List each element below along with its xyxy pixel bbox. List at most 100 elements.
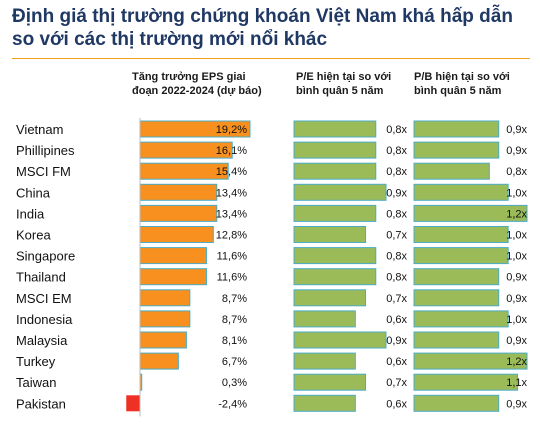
pe-bar <box>293 310 356 328</box>
pb-value-label: 0,9x <box>506 145 527 157</box>
pb-value-label: 0,8x <box>506 166 527 178</box>
country-label: Singapore <box>16 249 75 264</box>
pe-bar <box>293 162 377 180</box>
pb-bar <box>413 204 528 222</box>
eps-value-label: 0,3% <box>222 377 247 389</box>
eps-bar <box>139 310 191 328</box>
pe-bar <box>293 373 367 391</box>
pe-bar <box>293 183 387 201</box>
country-label: India <box>16 206 45 221</box>
country-label: Phillipines <box>16 143 75 158</box>
eps-value-label: 13,4% <box>216 208 247 220</box>
eps-value-label: 11,6% <box>217 272 248 284</box>
eps-value-label: 8,7% <box>222 314 247 326</box>
eps-bar <box>139 352 179 370</box>
eps-bar <box>139 331 187 349</box>
pe-value-label: 0,8x <box>386 208 407 220</box>
eps-column-header: Tăng trưởng EPS giai đoạn 2022-2024 (dự … <box>132 71 262 97</box>
country-label: China <box>16 185 51 200</box>
pb-value-label: 1,2x <box>506 208 527 220</box>
pb-column-header: P/B hiện tại so với bình quân 5 năm <box>414 71 510 97</box>
pb-value-label: 1,0x <box>506 187 527 199</box>
eps-bar <box>139 226 214 243</box>
country-label: MSCI EM <box>16 291 72 306</box>
eps-value-label: 13,4% <box>216 187 247 199</box>
pb-value-label: 1,0x <box>506 230 527 242</box>
country-label: Indonesia <box>16 312 73 327</box>
pb-bar <box>413 289 500 307</box>
eps-bar <box>126 395 140 412</box>
pe-bar <box>293 204 377 222</box>
pb-value-label: 0,9x <box>506 272 527 284</box>
pe-bar <box>293 141 377 159</box>
eps-bar <box>139 183 218 201</box>
chart-title: Định giá thị trường chứng khoán Việt Nam… <box>12 6 513 50</box>
pb-value-label: 1,0x <box>506 251 527 263</box>
pb-bar <box>413 268 500 286</box>
pb-bar <box>413 183 509 201</box>
pb-bar <box>413 120 500 138</box>
eps-bar <box>139 268 207 286</box>
eps-value-label: 12,8% <box>216 230 247 242</box>
eps-value-label: 11,6% <box>217 251 248 263</box>
country-label: Pakistan <box>16 396 66 411</box>
pb-bar <box>413 247 509 265</box>
eps-bar <box>139 289 191 307</box>
pb-bar <box>413 141 500 159</box>
pe-bar <box>293 289 367 307</box>
pe-bar <box>293 352 356 370</box>
title-divider <box>12 58 530 59</box>
pe-value-label: 0,6x <box>386 314 407 326</box>
eps-bar <box>139 247 207 265</box>
pe-value-label: 0,8x <box>386 272 407 284</box>
country-label: Korea <box>16 228 51 243</box>
eps-value-label: 15,4% <box>216 166 247 178</box>
eps-value-label: 8,1% <box>222 335 247 347</box>
pb-value-label: 0,9x <box>506 124 527 136</box>
pb-value-label: 1,2x <box>506 356 527 368</box>
pb-bar <box>413 162 490 180</box>
pe-bar <box>293 331 387 349</box>
pe-value-label: 0,7x <box>386 377 407 389</box>
pe-bar <box>293 268 377 286</box>
pe-bar <box>293 120 377 138</box>
pb-value-label: 1,0x <box>506 314 527 326</box>
eps-value-label: -2,4% <box>218 398 247 410</box>
country-label: MSCI FM <box>16 164 71 179</box>
eps-value-label: 16,1% <box>216 145 247 157</box>
eps-value-label: 6,7% <box>222 356 247 368</box>
pe-bar <box>293 226 367 243</box>
pe-value-label: 0,8x <box>386 124 407 136</box>
pb-value-label: 0,9x <box>506 293 527 305</box>
pe-value-label: 0,8x <box>386 166 407 178</box>
pb-bar <box>413 331 500 349</box>
pe-value-label: 0,6x <box>386 356 407 368</box>
country-label: Malaysia <box>16 333 68 348</box>
pb-value-label: 0,9x <box>506 398 527 410</box>
pb-bar <box>413 394 500 412</box>
pb-bar <box>413 373 519 391</box>
pb-value-label: 0,9x <box>506 335 527 347</box>
pb-bar <box>413 226 509 243</box>
country-label: Vietnam <box>16 122 63 137</box>
pb-bar <box>413 352 528 370</box>
country-label: Thailand <box>16 270 66 285</box>
country-label: Turkey <box>16 354 56 369</box>
pe-bar <box>293 394 356 412</box>
eps-value-label: 8,7% <box>222 293 247 305</box>
pe-value-label: 0,8x <box>386 145 407 157</box>
pb-bar <box>413 310 509 328</box>
pe-value-label: 0,9x <box>386 335 407 347</box>
eps-value-label: 19,2% <box>216 124 247 136</box>
pe-value-label: 0,7x <box>386 293 407 305</box>
pe-value-label: 0,7x <box>386 230 407 242</box>
pe-value-label: 0,9x <box>386 187 407 199</box>
pe-value-label: 0,6x <box>386 398 407 410</box>
pe-value-label: 0,8x <box>386 251 407 263</box>
country-label: Taiwan <box>16 375 56 390</box>
eps-bar <box>139 204 218 222</box>
pe-column-header: P/E hiện tại so với bình quân 5 năm <box>296 71 392 97</box>
pe-bar <box>293 247 377 265</box>
pb-value-label: 1,1x <box>506 377 527 389</box>
